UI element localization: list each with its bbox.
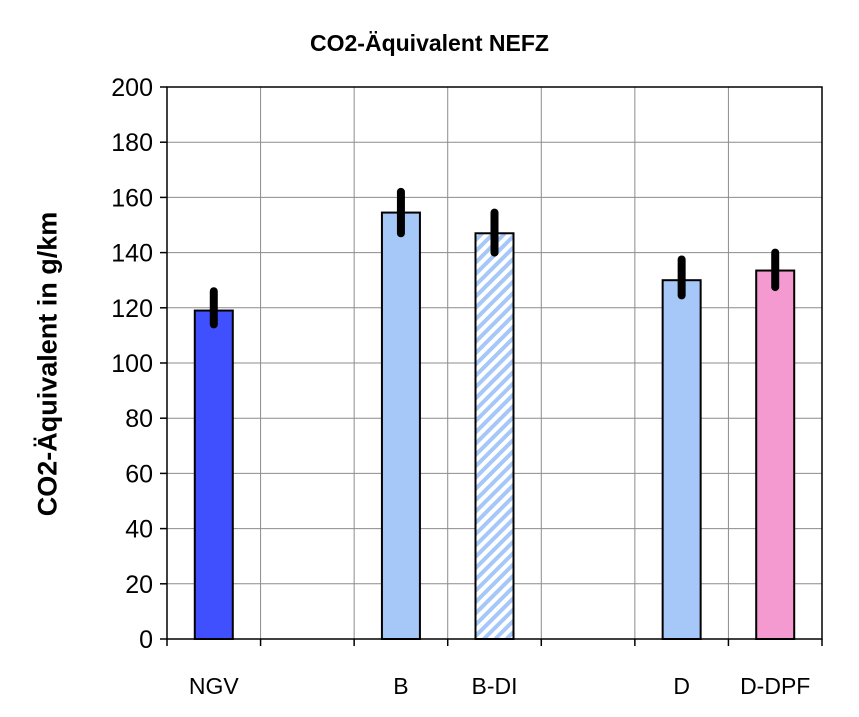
bar-b-di bbox=[474, 232, 515, 640]
y-tick-label: 100 bbox=[111, 350, 153, 378]
y-tick-label: 140 bbox=[111, 240, 153, 268]
y-tick-label: 180 bbox=[111, 129, 153, 157]
y-tick-label: 200 bbox=[111, 74, 153, 102]
x-category-label: B-DI bbox=[472, 673, 518, 699]
y-tick-label: 80 bbox=[125, 405, 153, 433]
bar-d bbox=[661, 279, 702, 640]
x-category-label: D bbox=[673, 673, 690, 699]
y-tick-label: 160 bbox=[111, 184, 153, 212]
y-tick-label: 60 bbox=[125, 460, 153, 488]
bar-ngv bbox=[193, 309, 234, 640]
y-tick-label: 120 bbox=[111, 295, 153, 323]
bar-b bbox=[380, 211, 421, 641]
x-category-label: NGV bbox=[189, 673, 240, 699]
y-tick-label: 0 bbox=[139, 626, 153, 654]
x-category-label: D-DPF bbox=[740, 673, 810, 699]
plot-frame bbox=[166, 86, 823, 640]
y-tick-label: 20 bbox=[125, 571, 153, 599]
y-tick-label: 40 bbox=[125, 516, 153, 544]
bar-d-dpf bbox=[755, 269, 796, 640]
x-category-label: B bbox=[393, 673, 408, 699]
chart-title: CO2-Äquivalent NEFZ bbox=[310, 30, 549, 56]
